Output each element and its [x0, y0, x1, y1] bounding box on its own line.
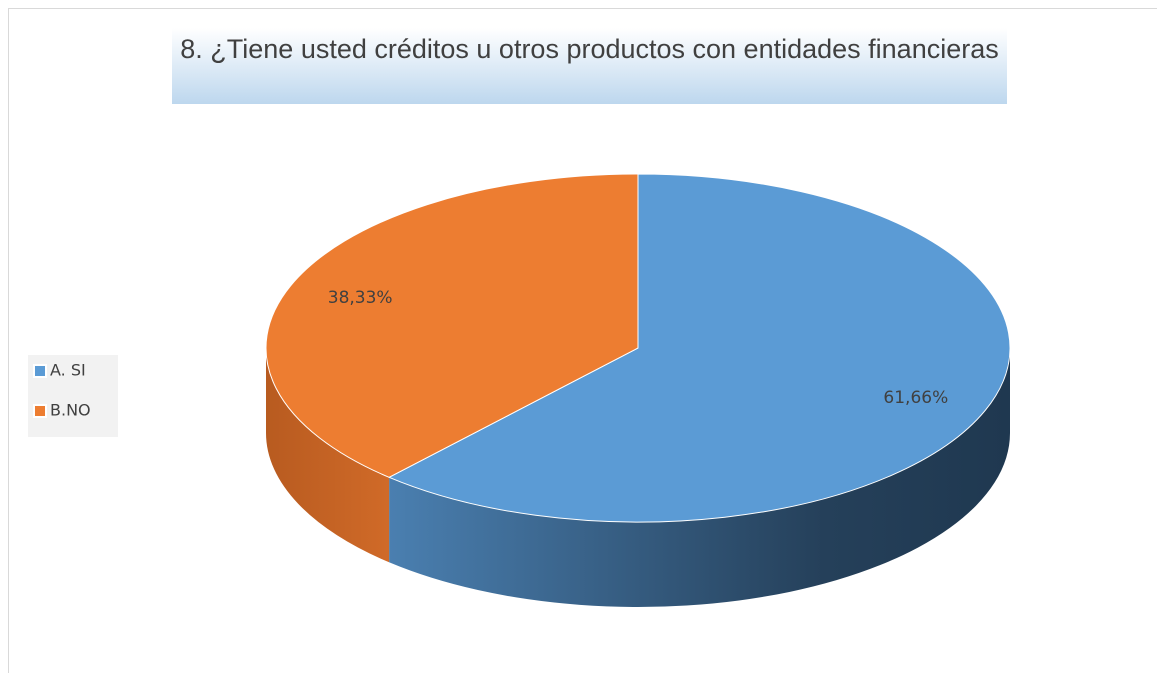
pie-slice — [265, 173, 639, 478]
legend-swatch — [33, 404, 47, 418]
legend-label: A. SI — [50, 361, 86, 380]
legend-label: B.NO — [50, 401, 91, 420]
data-label: 38,33% — [328, 288, 393, 308]
pie-slice — [387, 173, 1011, 523]
chart-title: 8. ¿Tiene usted créditos u otros product… — [172, 28, 1007, 104]
chart-frame — [8, 8, 1157, 673]
pie-side — [266, 348, 390, 563]
legend-swatch — [33, 364, 47, 378]
pie-side — [389, 348, 1010, 607]
data-label: 61,66% — [883, 388, 948, 408]
